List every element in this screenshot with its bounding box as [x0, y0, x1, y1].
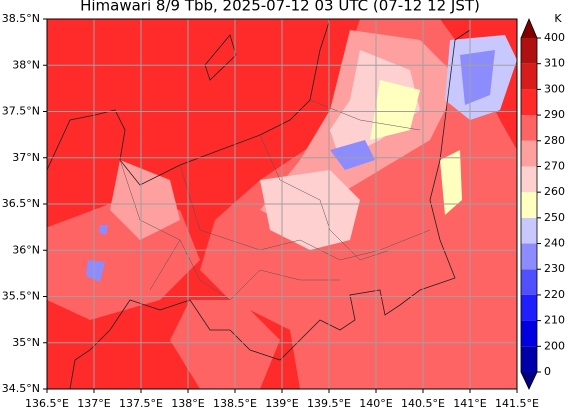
y-tick-label: 37.5°N — [2, 105, 40, 118]
colorbar-tick-label: 230 — [544, 262, 565, 275]
x-tick-label: 141°E — [453, 397, 486, 409]
y-tick-label: 38°N — [12, 58, 40, 71]
colorbar-tick-label: 240 — [544, 237, 565, 250]
x-tick-label: 137°E — [77, 397, 110, 409]
colorbar-segment — [521, 166, 537, 193]
y-tick-label: 38.5°N — [2, 12, 40, 25]
y-tick-label: 34.5°N — [2, 382, 40, 395]
colorbar-tick-label: 310 — [544, 57, 565, 70]
colorbar-segment — [521, 320, 537, 347]
colorbar-tick-label: 400 — [544, 31, 565, 44]
colorbar-segment — [521, 89, 537, 116]
colorbar-segment — [521, 115, 537, 141]
x-tick-label: 139°E — [265, 397, 298, 409]
colorbar-tick-label: 0 — [544, 365, 551, 378]
colorbar-tick-label: 300 — [544, 82, 565, 95]
colorbar-tick-label: 210 — [544, 314, 565, 327]
colorbar-segment — [521, 63, 537, 90]
colorbar-extension-under — [521, 372, 537, 389]
y-tick-label: 36.5°N — [2, 197, 40, 210]
colorbar-segment — [521, 269, 537, 295]
y-tick-label: 35°N — [12, 336, 40, 349]
colorbar-segment — [521, 38, 537, 64]
y-tick-label: 35.5°N — [2, 290, 40, 303]
y-tick-label: 36°N — [12, 243, 40, 256]
colorbar-segment — [521, 140, 537, 167]
colorbar-tick-label: 280 — [544, 134, 565, 147]
colorbar-tick-label: 270 — [544, 159, 565, 172]
colorbar-unit: K — [554, 12, 562, 25]
colorbar-segment — [521, 346, 537, 372]
x-tick-label: 138.5°E — [213, 397, 257, 409]
x-tick-label: 139.5°E — [307, 397, 351, 409]
colorbar-tick-label: 260 — [544, 185, 565, 198]
x-tick-label: 141.5°E — [495, 397, 539, 409]
title: Himawari 8/9 Tbb, 2025-07-12 03 UTC (07-… — [80, 0, 480, 15]
x-tick-label: 136.5°E — [25, 397, 69, 409]
colorbar-segment — [521, 243, 537, 270]
colorbar-tick-label: 250 — [544, 211, 565, 224]
x-tick-label: 140°E — [359, 397, 392, 409]
colorbar-tick-label: 200 — [544, 339, 565, 352]
colorbar-segment — [521, 192, 537, 218]
colorbar-tick-label: 220 — [544, 288, 565, 301]
x-tick-label: 138°E — [171, 397, 204, 409]
colorbar-segment — [521, 294, 537, 321]
colorbar-extension-over — [521, 19, 537, 38]
colorbar-tick-label: 290 — [544, 108, 565, 121]
x-tick-label: 140.5°E — [401, 397, 445, 409]
y-tick-label: 37°N — [12, 151, 40, 164]
colorbar-segment — [521, 217, 537, 244]
x-tick-label: 137.5°E — [119, 397, 163, 409]
